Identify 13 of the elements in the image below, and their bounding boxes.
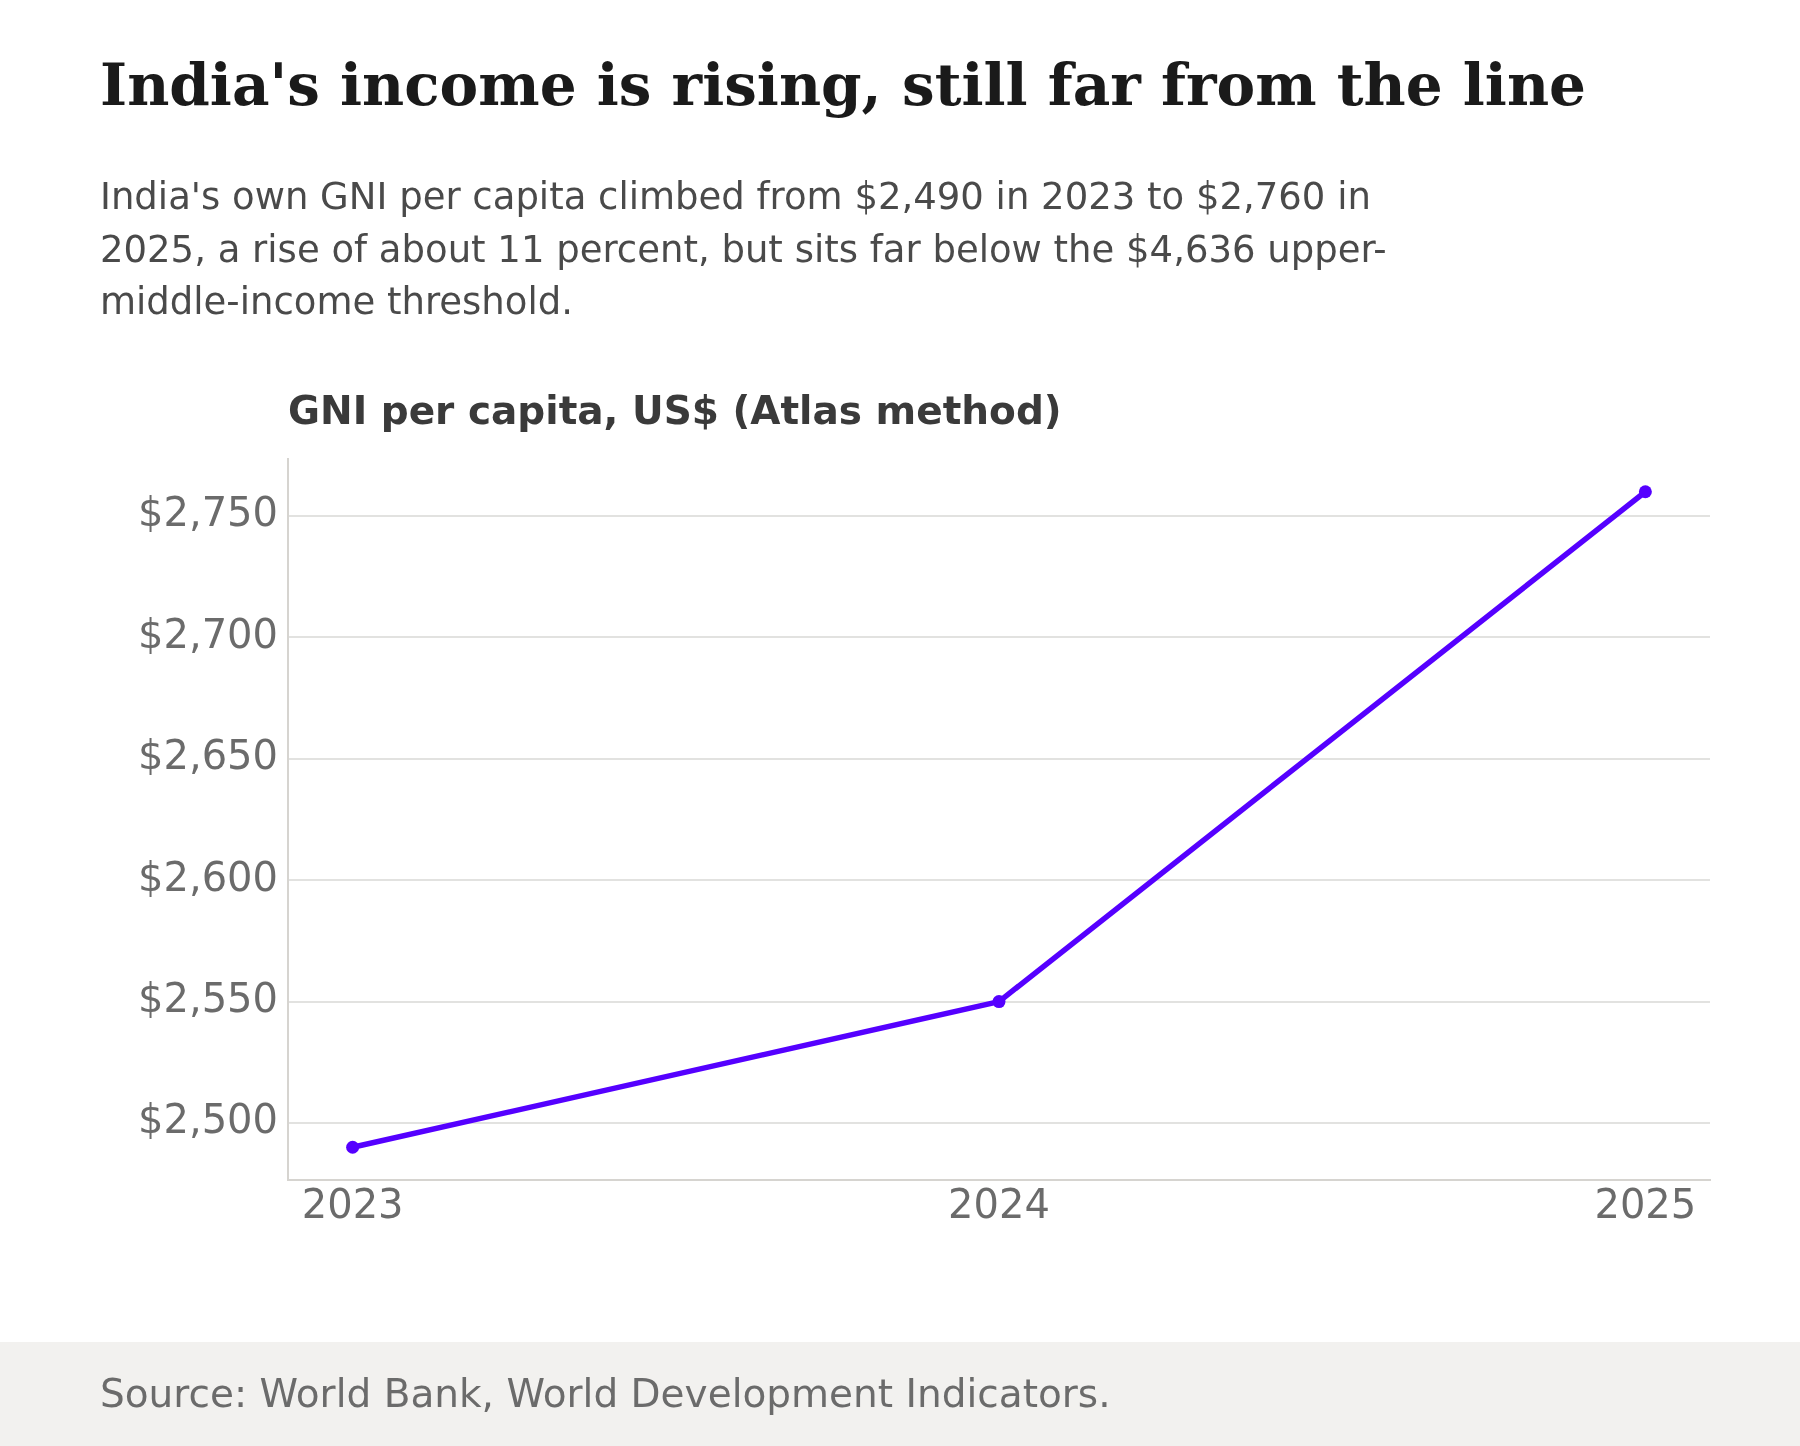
y-tick-label: $2,550 [138,974,278,1021]
y-tick-label: $2,500 [138,1096,278,1143]
y-tick-label: $2,650 [138,732,278,779]
chart-title: India's income is rising, still far from the line [100,50,1586,120]
x-tick-label: 2023 [301,1181,404,1228]
x-tick-label: 2025 [1594,1181,1697,1228]
source-note: Source: World Bank, World Development Indicators. [100,1371,1111,1417]
x-tick-label: 2024 [948,1181,1050,1228]
chart-subtitle: India's own GNI per capita climbed from $2,490 in 2023 to $2,760 in 2025, a rise of about 11 percent, but sits far below the $4,636 upper-middle-income threshold. [100,174,1388,325]
y-tick-label: $2,750 [138,489,278,536]
y-tick-label: $2,600 [138,853,278,900]
y-tick-label: $2,700 [138,610,278,657]
y-axis-title: GNI per capita, US$ (Atlas method) [288,387,1062,435]
